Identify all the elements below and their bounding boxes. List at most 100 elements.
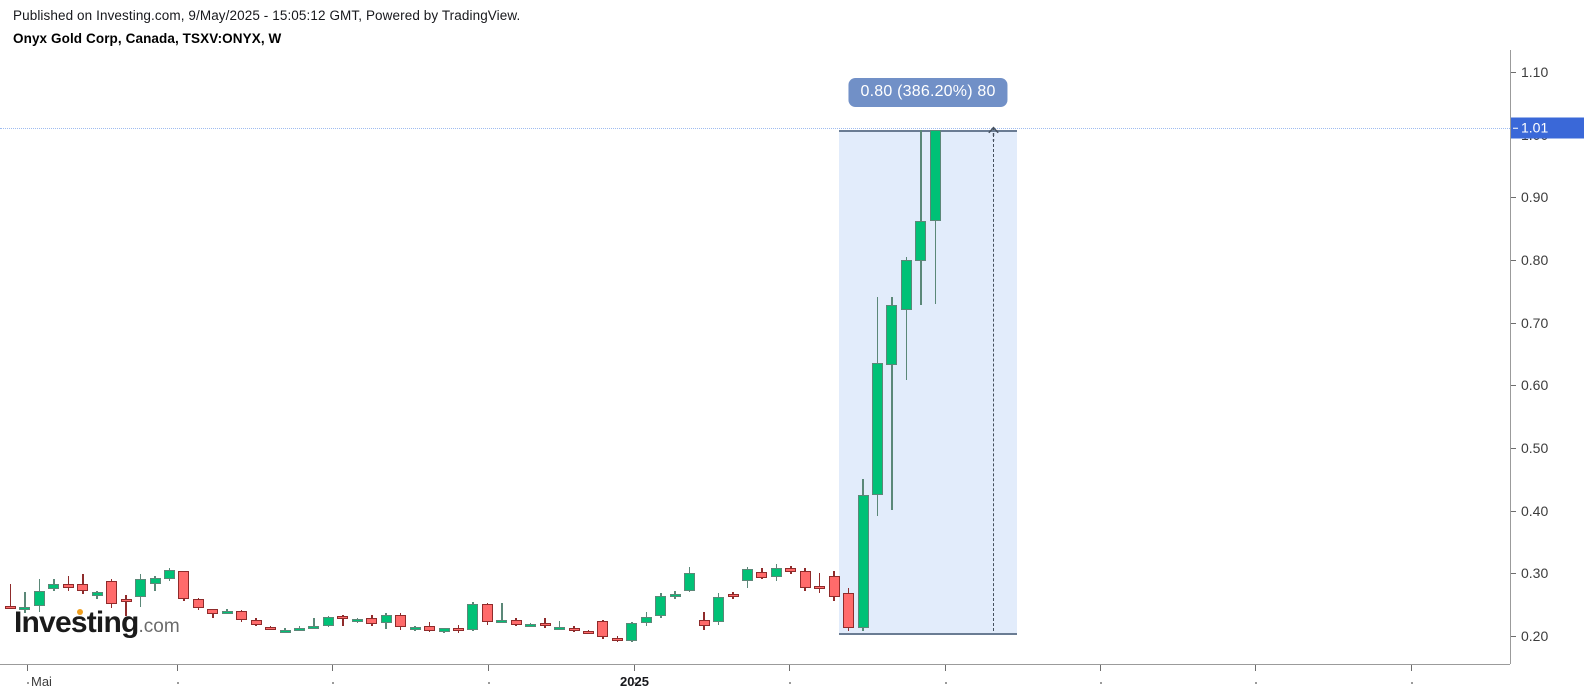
time-tick (332, 665, 333, 671)
price-tick (1511, 385, 1516, 387)
candle-wick (920, 129, 922, 305)
price-badge-dash-icon (1513, 127, 1518, 130)
candle-wick (9, 583, 12, 609)
measurement-badge[interactable]: 0.80 (386.20%) 80 (848, 78, 1008, 107)
measurement-region[interactable] (839, 130, 1017, 636)
candle-body (409, 627, 421, 631)
price-tick (1511, 635, 1516, 637)
measurement-up-arrow-icon (986, 126, 1001, 147)
candle-wick (24, 591, 26, 614)
candle-body (424, 626, 436, 631)
price-tick-label: 0.50 (1521, 439, 1549, 456)
candle-body (250, 619, 262, 625)
candle-body (481, 604, 493, 622)
time-tick (945, 665, 946, 671)
time-tick (1411, 665, 1412, 671)
candlestick-plot[interactable] (0, 50, 1510, 664)
candle-body (265, 627, 277, 631)
candle-body (669, 594, 681, 598)
time-tick (1255, 665, 1256, 671)
candle-body (539, 623, 551, 627)
candle-body (597, 620, 609, 638)
logo-wordmark: Investing (14, 606, 139, 639)
candle-body (611, 638, 623, 642)
price-tick (1511, 322, 1516, 324)
candle-body (366, 617, 378, 624)
candle-body (843, 593, 855, 629)
candle-wick (544, 618, 546, 629)
candle-body (467, 604, 479, 630)
candle-body (33, 590, 45, 606)
candle-body (568, 627, 580, 631)
candle-body (770, 568, 782, 577)
candle-body (308, 626, 320, 630)
price-tick-label: 0.60 (1521, 377, 1549, 394)
candle-body (452, 628, 464, 632)
candle-body (221, 610, 233, 614)
logo-suffix: .com (138, 616, 180, 637)
candle-body (48, 583, 60, 590)
price-tick (1511, 573, 1516, 575)
last-price-line (0, 128, 1510, 130)
candle-body (886, 304, 898, 366)
price-tick-label: 0.20 (1521, 627, 1549, 644)
candle-body (828, 575, 840, 597)
candle-body (135, 579, 147, 597)
symbol-title: Onyx Gold Corp, Canada, TSXV:ONYX, W (13, 31, 282, 46)
candle-wick (905, 256, 908, 381)
candle-body (814, 585, 826, 589)
candle-body (684, 573, 696, 591)
price-tick (1511, 259, 1516, 261)
candle-body (496, 619, 508, 623)
current-price-badge[interactable]: 1.01 (1511, 117, 1584, 139)
chart-frame[interactable] (0, 50, 1510, 664)
candle-body (799, 570, 811, 589)
candle-body (236, 610, 248, 620)
candle-wick (558, 620, 561, 629)
price-tick-label: 0.90 (1521, 189, 1549, 206)
price-tick (1511, 510, 1516, 512)
candle-body (915, 221, 927, 262)
price-axis[interactable]: 1.101.000.900.800.700.600.500.400.300.20… (1510, 50, 1593, 664)
time-tick-dot (945, 682, 947, 684)
candle-body (713, 596, 725, 622)
time-tick (789, 665, 790, 671)
candle-wick (313, 618, 315, 629)
candle-body (438, 628, 450, 633)
candle-body (5, 605, 16, 609)
candle-body (785, 568, 797, 572)
candle-body (149, 578, 161, 584)
time-axis-label: Mai (31, 674, 52, 689)
candle-wick (818, 573, 821, 594)
time-axis[interactable]: Mai 2025 (0, 664, 1510, 696)
time-tick-dot (332, 682, 334, 684)
candle-body (929, 130, 941, 222)
candle-body (583, 631, 594, 635)
investing-logo: Investing.com (14, 608, 180, 638)
price-tick-label: 1.10 (1521, 63, 1549, 80)
chart-header: Published on Investing.com, 9/May/2025 -… (13, 8, 520, 46)
candle-body (91, 591, 103, 596)
time-tick-dot (1255, 682, 1257, 684)
candle-wick (81, 574, 84, 595)
candle-body (62, 583, 74, 589)
candle-body (756, 571, 768, 579)
time-tick-dot (1100, 682, 1102, 684)
candle-body (640, 617, 652, 624)
candle-wick (501, 603, 503, 622)
price-tick (1511, 447, 1516, 449)
candle-body (351, 618, 363, 622)
candle-body (337, 615, 349, 619)
candle-body (900, 259, 912, 310)
candle-body (106, 580, 118, 605)
price-tick (1511, 71, 1516, 73)
candle-body (120, 599, 132, 603)
candle-body (741, 569, 753, 581)
candle-wick (284, 628, 286, 632)
candle-wick (67, 575, 70, 591)
candle-body (554, 627, 566, 631)
time-tick-dot (488, 682, 490, 684)
candle-body (655, 595, 667, 616)
candle-body (77, 584, 89, 591)
candle-body (19, 606, 31, 610)
